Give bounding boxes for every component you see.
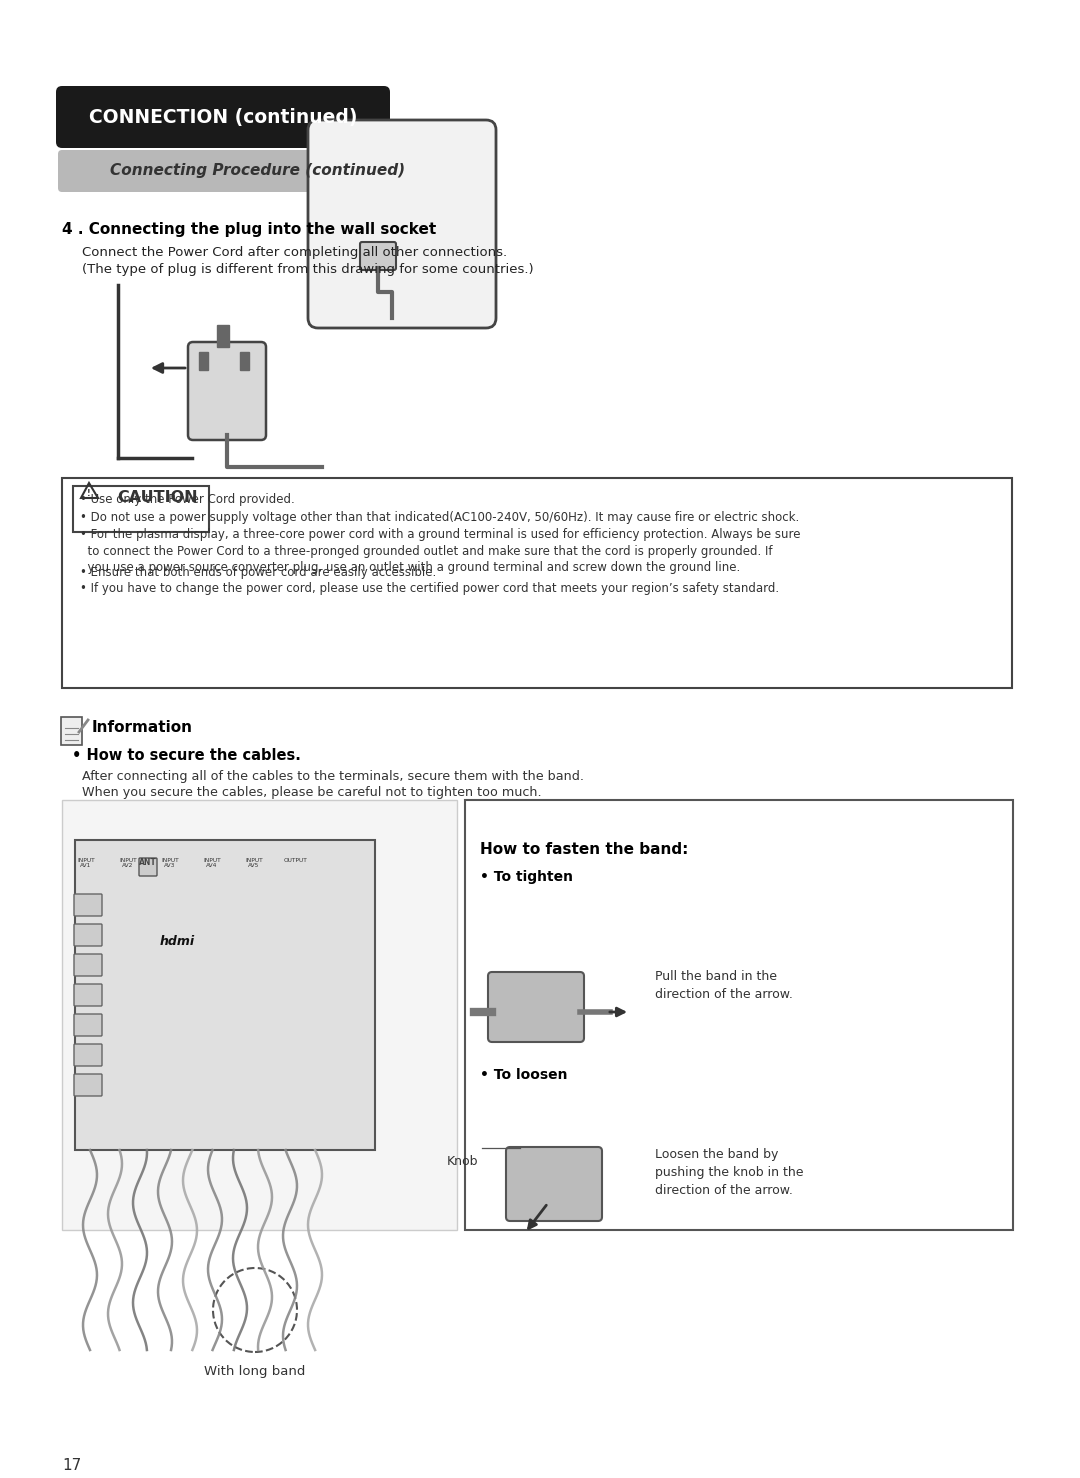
FancyBboxPatch shape	[360, 242, 396, 270]
Text: • To tighten: • To tighten	[480, 871, 573, 884]
FancyBboxPatch shape	[75, 894, 102, 916]
Text: • To loosen: • To loosen	[480, 1069, 567, 1082]
FancyBboxPatch shape	[75, 984, 102, 1007]
Text: When you secure the cables, please be careful not to tighten too much.: When you secure the cables, please be ca…	[82, 786, 542, 800]
Text: • Do not use a power supply voltage other than that indicated(AC100-240V, 50/60H: • Do not use a power supply voltage othe…	[80, 511, 799, 525]
Text: • Ensure that both ends of power cord are easily accessible.: • Ensure that both ends of power cord ar…	[80, 566, 436, 579]
FancyBboxPatch shape	[73, 486, 210, 532]
Text: • For the plasma display, a three-core power cord with a ground terminal is used: • For the plasma display, a three-core p…	[80, 528, 800, 573]
Text: After connecting all of the cables to the terminals, secure them with the band.: After connecting all of the cables to th…	[82, 770, 584, 783]
Bar	[217, 325, 229, 347]
Text: • Use only the Power Cord provided.: • Use only the Power Cord provided.	[80, 494, 295, 505]
Text: INPUT
AV1: INPUT AV1	[77, 859, 95, 869]
Text: CONNECTION (continued): CONNECTION (continued)	[89, 108, 357, 127]
Bar	[199, 352, 208, 370]
Text: INPUT
AV3: INPUT AV3	[161, 859, 179, 869]
FancyBboxPatch shape	[465, 800, 1013, 1230]
FancyBboxPatch shape	[75, 1043, 102, 1066]
FancyBboxPatch shape	[507, 1147, 602, 1221]
FancyBboxPatch shape	[75, 1014, 102, 1036]
FancyBboxPatch shape	[60, 717, 82, 745]
Bar	[240, 352, 249, 370]
Text: Connect the Power Cord after completing all other connections.: Connect the Power Cord after completing …	[82, 245, 508, 259]
FancyBboxPatch shape	[75, 953, 102, 975]
Text: Loosen the band by
pushing the knob in the
direction of the arrow.: Loosen the band by pushing the knob in t…	[654, 1148, 804, 1197]
FancyBboxPatch shape	[75, 840, 375, 1150]
Text: CAUTION: CAUTION	[118, 489, 199, 504]
Text: 17: 17	[62, 1457, 81, 1474]
FancyBboxPatch shape	[75, 1075, 102, 1097]
Text: • How to secure the cables.: • How to secure the cables.	[72, 748, 301, 763]
Text: ANT: ANT	[139, 859, 157, 868]
FancyBboxPatch shape	[58, 149, 458, 192]
Text: !: !	[87, 489, 91, 498]
Text: INPUT
AV2: INPUT AV2	[119, 859, 137, 869]
FancyBboxPatch shape	[62, 477, 1012, 687]
FancyBboxPatch shape	[62, 800, 457, 1230]
Text: Connecting Procedure (continued): Connecting Procedure (continued)	[110, 164, 406, 179]
Text: OUTPUT: OUTPUT	[284, 859, 308, 863]
Text: INPUT
AV4: INPUT AV4	[203, 859, 220, 869]
FancyBboxPatch shape	[308, 120, 496, 328]
Text: Knob: Knob	[446, 1154, 478, 1168]
Text: (The type of plug is different from this drawing for some countries.): (The type of plug is different from this…	[82, 263, 534, 276]
Text: 4 . Connecting the plug into the wall socket: 4 . Connecting the plug into the wall so…	[62, 222, 436, 236]
FancyBboxPatch shape	[75, 924, 102, 946]
FancyBboxPatch shape	[139, 859, 157, 876]
Text: Information: Information	[92, 720, 193, 735]
Text: INPUT
AV5: INPUT AV5	[245, 859, 262, 869]
Text: • If you have to change the power cord, please use the certified power cord that: • If you have to change the power cord, …	[80, 582, 779, 596]
FancyBboxPatch shape	[188, 341, 266, 440]
Text: hdmi: hdmi	[160, 936, 195, 947]
Text: How to fasten the band:: How to fasten the band:	[480, 842, 688, 857]
FancyBboxPatch shape	[56, 86, 390, 148]
Text: With long band: With long band	[204, 1366, 306, 1377]
Text: Pull the band in the
direction of the arrow.: Pull the band in the direction of the ar…	[654, 970, 793, 1001]
FancyBboxPatch shape	[488, 973, 584, 1042]
